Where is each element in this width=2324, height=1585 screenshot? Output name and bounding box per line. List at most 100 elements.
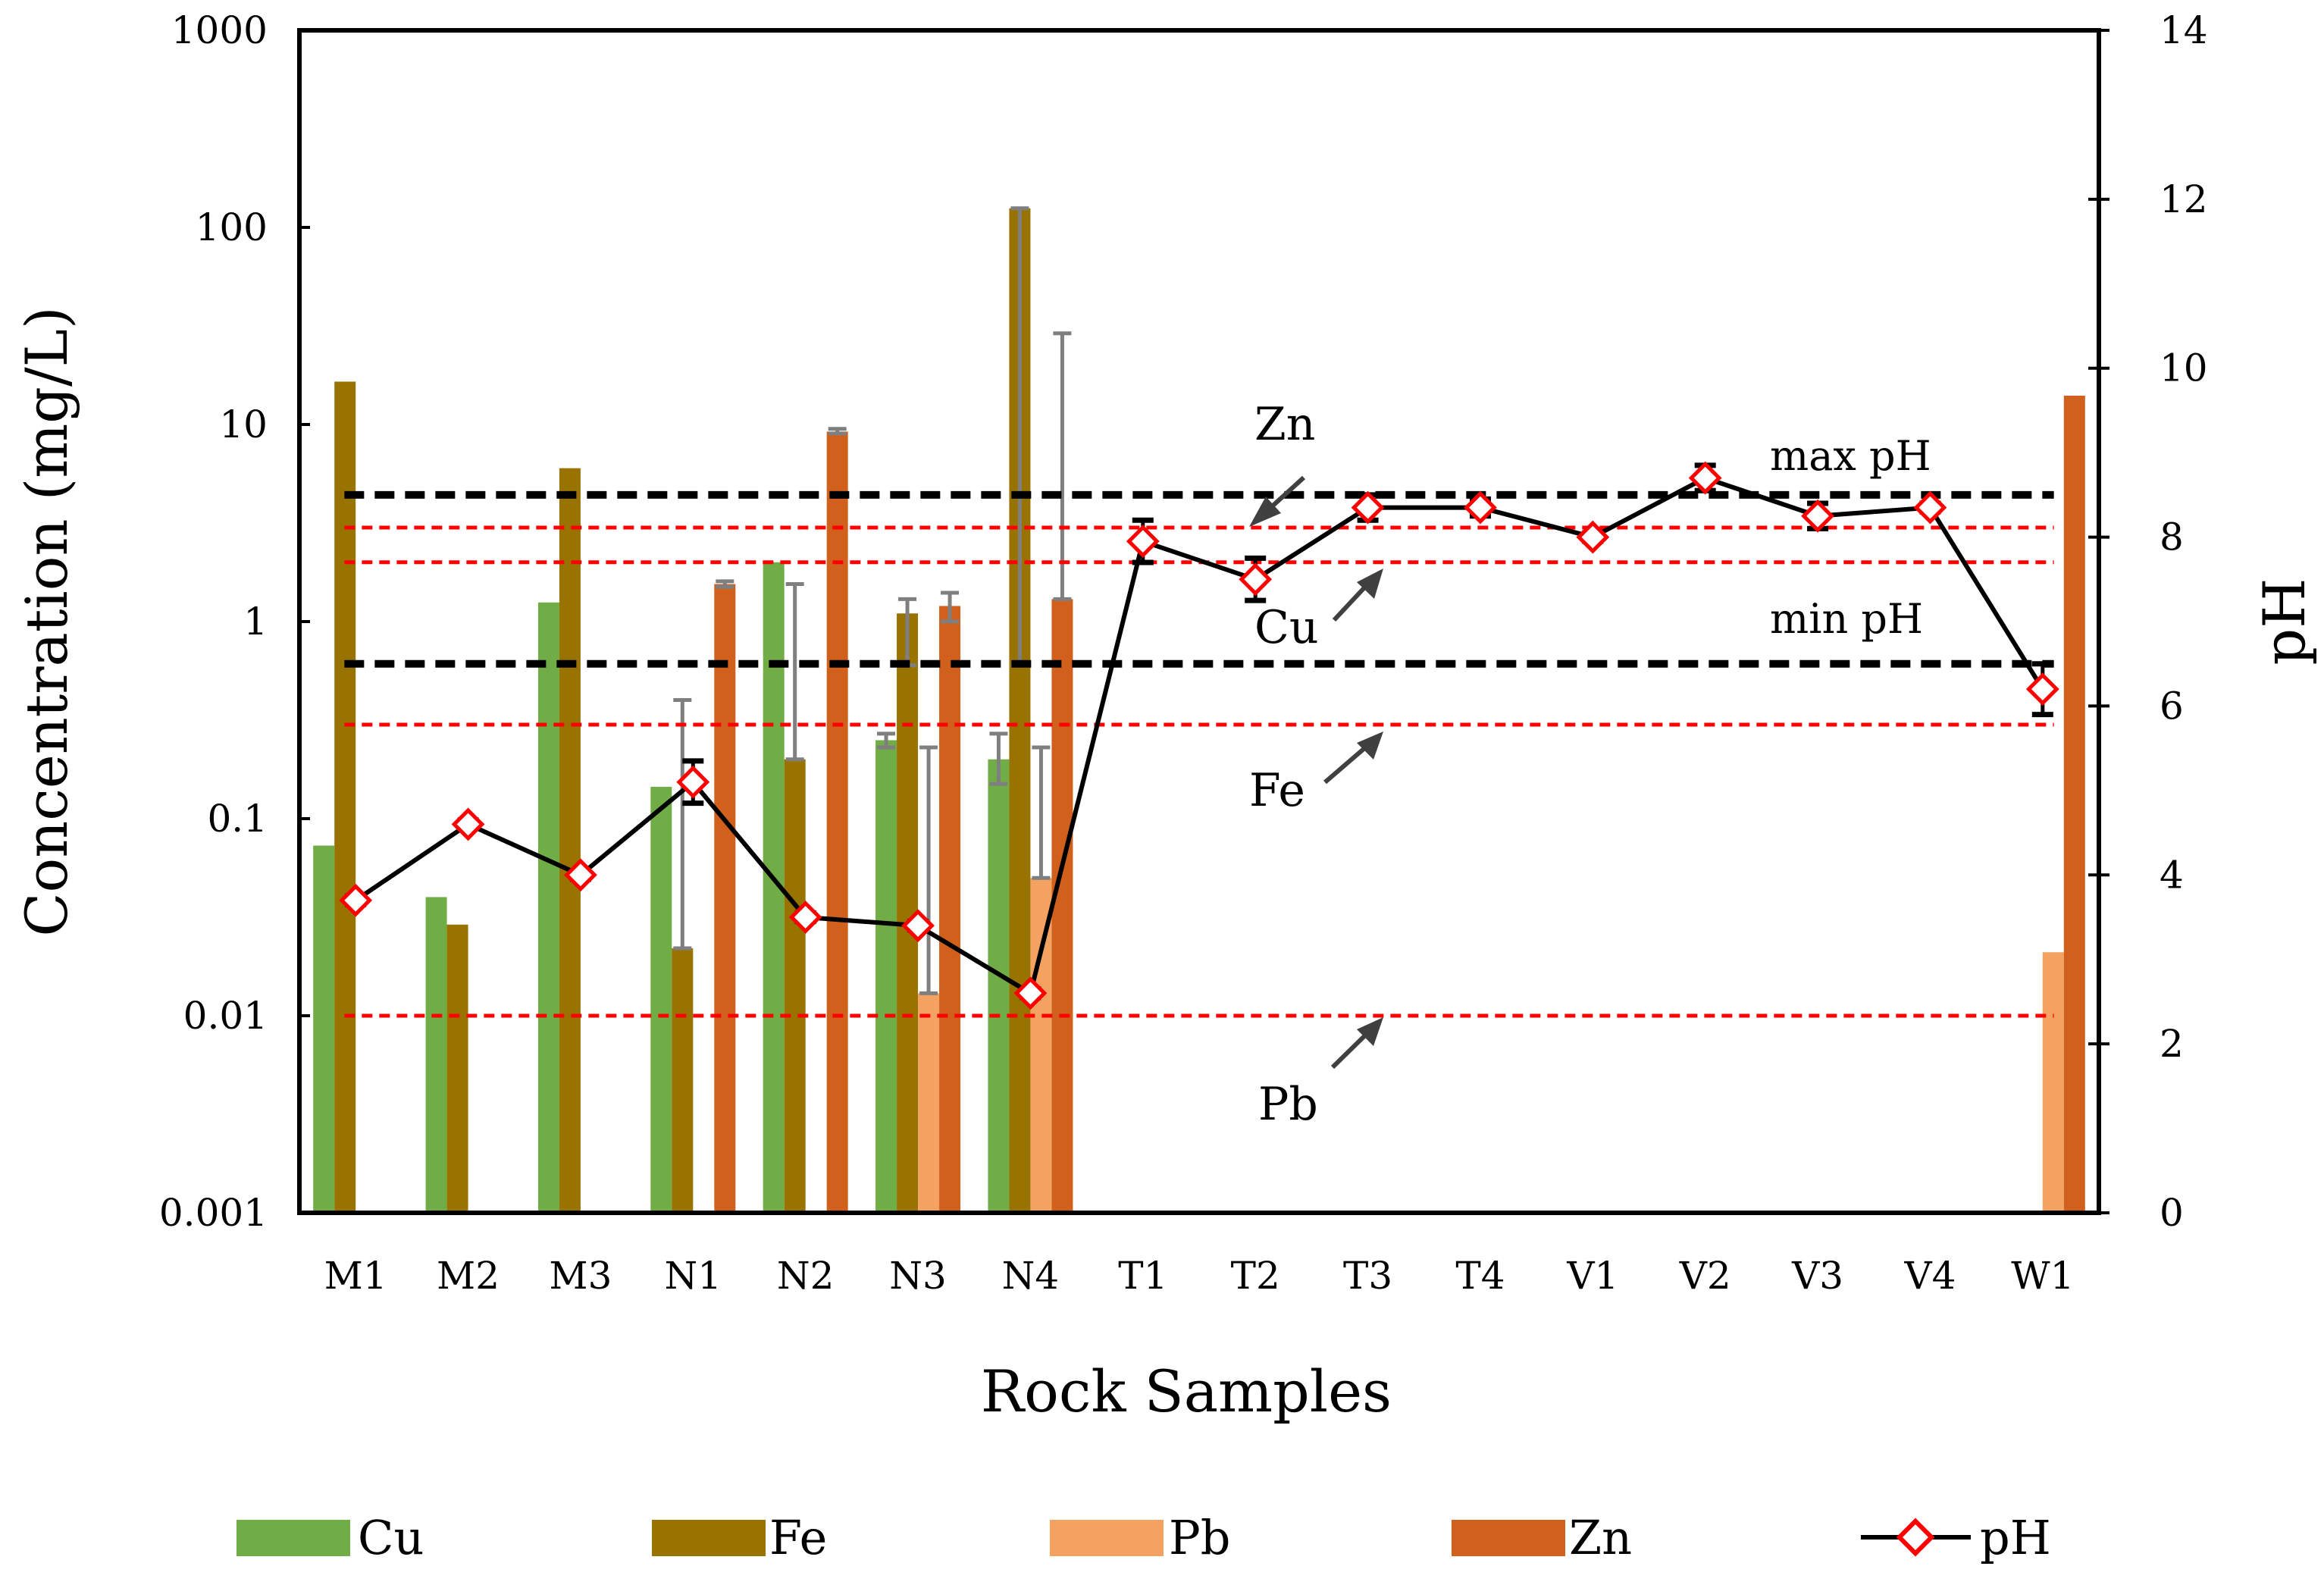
- ph-point-v1: [1576, 520, 1610, 554]
- error-bar-pb-n4: [1032, 745, 1051, 880]
- x-axis-title: Rock Samples: [981, 1358, 1392, 1425]
- bar-cu-n3: [875, 740, 897, 1213]
- y-tick-label: 0.1: [207, 797, 268, 841]
- ph-point-m1: [339, 883, 373, 917]
- ph-point-m2: [451, 807, 485, 841]
- annotation-arrows: [1249, 475, 1383, 1070]
- error-bar-cu-n4: [989, 731, 1008, 786]
- x-tick-label: V4: [1903, 1254, 1956, 1298]
- arrowhead-cu: [1357, 569, 1383, 599]
- x-tick-label: N3: [889, 1254, 947, 1298]
- error-bar-zn-n1: [716, 579, 734, 589]
- ph-point-t4: [1464, 490, 1497, 525]
- ph-point-t2: [1239, 555, 1273, 603]
- annotation-fe: Fe: [1249, 764, 1305, 817]
- arrowhead-pb: [1357, 1017, 1383, 1046]
- legend-swatch-zn: [1452, 1520, 1565, 1556]
- arrow-fe: [1323, 743, 1370, 785]
- bars-layer: [313, 208, 2085, 1214]
- ph-point-v4: [1913, 490, 1947, 525]
- y2-tick-label: 2: [2160, 1022, 2184, 1066]
- axes-layer: 0.001 0.01 0.1 1 10 100 1000 0 2 4 6 8 10 12 14 M1 M2 M3 N…: [159, 8, 2208, 1298]
- x-tick-label: N2: [777, 1254, 835, 1298]
- bar-cu-n1: [650, 787, 672, 1213]
- bar-fe-m3: [559, 468, 581, 1213]
- bar-fe-n2: [784, 759, 806, 1213]
- y-tick-label: 1000: [171, 8, 268, 52]
- bar-fe-m1: [334, 381, 356, 1214]
- x-tick-label: N1: [665, 1254, 722, 1298]
- error-bar-fe-n1: [673, 697, 692, 951]
- legend-swatch-fe: [652, 1520, 766, 1556]
- ph-point-t3: [1351, 490, 1385, 525]
- bar-fe-m2: [446, 924, 468, 1213]
- y2-tick-label: 8: [2160, 515, 2184, 559]
- annotation-min-ph: min pH: [1770, 595, 1923, 643]
- bar-zn-n2: [826, 431, 848, 1213]
- y2-tick-label: 0: [2160, 1191, 2184, 1235]
- legend-marker-ph: [1896, 1518, 1935, 1557]
- y2-tick-label: 10: [2160, 346, 2208, 390]
- annotation-pb: Pb: [1258, 1078, 1318, 1131]
- bar-zn-w1: [2063, 396, 2085, 1213]
- x-tick-label: T4: [1455, 1254, 1505, 1298]
- error-bar-fe-n2: [785, 582, 804, 762]
- bar-errors-layer: [673, 206, 1072, 995]
- bar-cu-n4: [988, 759, 1010, 1213]
- y-tick-label: 0.01: [183, 994, 268, 1038]
- arrow-cu: [1332, 581, 1370, 622]
- ph-point-v2: [1688, 461, 1722, 495]
- x-tick-label: M3: [549, 1254, 612, 1298]
- legend-label-zn: Zn: [1569, 1510, 1632, 1565]
- ph-series-line: [354, 475, 2045, 997]
- ph-point-w1: [2025, 661, 2059, 718]
- bar-pb-w1: [2042, 952, 2064, 1213]
- ph-point-v3: [1801, 499, 1834, 533]
- x-tick-label: V2: [1679, 1254, 1731, 1298]
- ph-line-layer: [339, 461, 2059, 1010]
- ph-point-m3: [564, 858, 597, 892]
- error-bar-cu-n3: [877, 731, 896, 750]
- x-tick-label: W1: [2011, 1254, 2074, 1298]
- bar-cu-m2: [425, 897, 447, 1213]
- y-tick-label: 100: [196, 205, 268, 249]
- arrowhead-fe: [1357, 731, 1383, 760]
- x-tick-label: V3: [1791, 1254, 1843, 1298]
- x-tick-label: T2: [1231, 1254, 1280, 1298]
- x-tick-label: N4: [1002, 1254, 1060, 1298]
- y2-tick-label: 12: [2160, 177, 2208, 221]
- bar-zn-n3: [939, 606, 961, 1213]
- annotation-max-ph: max pH: [1770, 432, 1931, 480]
- legend-label-pb: Pb: [1169, 1510, 1230, 1565]
- ph-point-n1: [676, 758, 710, 807]
- ph-point-n4: [1013, 976, 1048, 1010]
- legend-swatch-pb: [1050, 1520, 1164, 1556]
- error-bar-zn-n2: [828, 427, 847, 436]
- bar-zn-n4: [1051, 599, 1073, 1213]
- bar-pb-n4: [1030, 878, 1052, 1213]
- y2-tick-label: 14: [2160, 8, 2208, 52]
- legend-label-fe: Fe: [769, 1510, 827, 1565]
- error-bar-pb-n3: [919, 745, 938, 995]
- annotation-cu: Cu: [1254, 601, 1319, 654]
- bar-fe-n1: [672, 948, 694, 1213]
- legend-label-ph: pH: [1980, 1510, 2051, 1565]
- error-bar-zn-n4: [1053, 331, 1072, 601]
- y2-axis-title: pH: [2250, 578, 2318, 666]
- legend-label-cu: Cu: [358, 1510, 424, 1565]
- ph-point-n3: [901, 909, 935, 943]
- x-tick-label: M2: [437, 1254, 500, 1298]
- y-tick-label: 1: [243, 600, 268, 644]
- annotation-zn: Zn: [1254, 398, 1315, 451]
- bar-zn-n1: [714, 584, 736, 1213]
- y2-tick-label: 4: [2160, 853, 2184, 897]
- x-tick-label: T1: [1118, 1254, 1167, 1298]
- x-tick-label: T3: [1343, 1254, 1392, 1298]
- arrow-pb: [1330, 1030, 1370, 1070]
- x-tick-label: V1: [1566, 1254, 1618, 1298]
- y-tick-label: 0.001: [159, 1191, 268, 1235]
- ph-point-n2: [788, 901, 822, 934]
- error-bar-zn-n3: [941, 590, 960, 624]
- bar-cu-m1: [313, 845, 335, 1213]
